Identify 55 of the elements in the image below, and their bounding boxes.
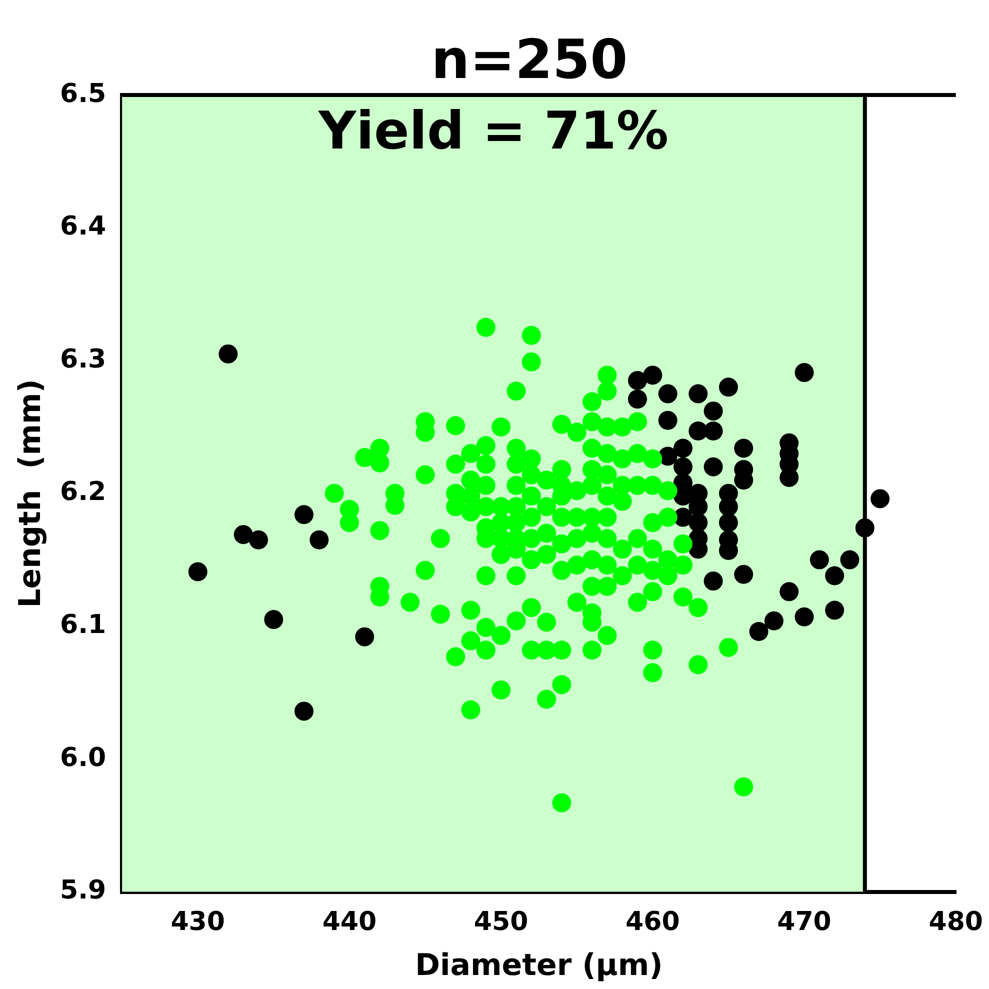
y-tick-label: 6.1 bbox=[60, 610, 106, 640]
point bbox=[855, 518, 874, 538]
x-tick-label: 430 bbox=[170, 907, 225, 938]
y-axis-title: Length (mm) bbox=[12, 378, 48, 608]
point bbox=[310, 530, 329, 550]
point bbox=[218, 344, 238, 364]
y-tick-label: 5.9 bbox=[60, 876, 106, 906]
x-axis-title: Diameter (µm) bbox=[415, 948, 663, 983]
point bbox=[825, 566, 844, 586]
point bbox=[188, 562, 208, 582]
point bbox=[794, 363, 814, 382]
point bbox=[870, 489, 890, 508]
point bbox=[704, 572, 723, 591]
point bbox=[658, 384, 678, 404]
point bbox=[794, 607, 814, 626]
y-tick-label: 6.4 bbox=[60, 212, 106, 242]
chart-title: n=250 bbox=[431, 28, 628, 91]
point bbox=[734, 438, 754, 458]
point bbox=[840, 550, 860, 570]
point bbox=[688, 513, 708, 532]
x-tick-label: 470 bbox=[777, 907, 832, 938]
y-tick-label: 6.5 bbox=[60, 78, 106, 109]
annotation: Yield = 71% bbox=[317, 102, 669, 162]
x-tick-label: 450 bbox=[474, 907, 528, 938]
point bbox=[810, 550, 829, 570]
point bbox=[294, 702, 314, 721]
point bbox=[764, 611, 784, 630]
point bbox=[704, 457, 723, 476]
point bbox=[704, 421, 723, 440]
x-tick-label: 440 bbox=[322, 907, 377, 938]
y-tick-label: 6.2 bbox=[60, 477, 106, 508]
point bbox=[673, 457, 692, 476]
point bbox=[673, 438, 692, 458]
point bbox=[718, 378, 738, 397]
point bbox=[234, 525, 253, 544]
point bbox=[628, 371, 647, 390]
point bbox=[643, 366, 662, 385]
point bbox=[749, 622, 768, 642]
point bbox=[249, 530, 268, 550]
point bbox=[704, 402, 723, 421]
point bbox=[264, 610, 284, 630]
point bbox=[825, 600, 844, 620]
point bbox=[658, 410, 678, 430]
x-tick-label: 460 bbox=[626, 907, 680, 938]
x-tick-label: 480 bbox=[928, 907, 984, 938]
point bbox=[294, 505, 314, 524]
y-tick-label: 6.0 bbox=[60, 742, 106, 773]
point bbox=[688, 384, 708, 404]
point bbox=[780, 582, 799, 602]
point bbox=[688, 421, 708, 440]
point bbox=[718, 513, 738, 532]
point bbox=[355, 627, 374, 646]
y-tick-label: 6.3 bbox=[60, 344, 106, 374]
point bbox=[628, 390, 647, 409]
point bbox=[734, 564, 754, 584]
